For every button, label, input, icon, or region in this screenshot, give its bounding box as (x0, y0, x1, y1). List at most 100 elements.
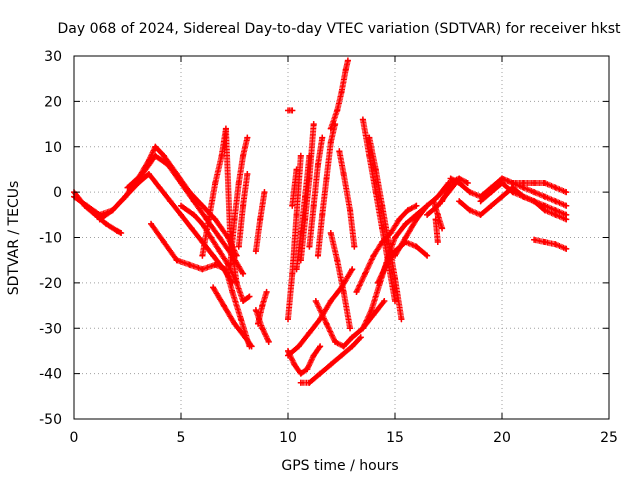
data-point (392, 298, 398, 305)
data-point (152, 143, 159, 150)
series-arc-7 (199, 125, 253, 305)
data-point (392, 234, 398, 241)
series-arc-5 (148, 220, 253, 350)
data-point (357, 334, 364, 341)
data-point (231, 216, 238, 223)
data-point (342, 66, 349, 73)
data-point (374, 279, 381, 286)
data-point (392, 275, 398, 282)
data-point (338, 284, 345, 291)
data-point (327, 125, 334, 132)
data-point (199, 202, 206, 209)
data-point (295, 343, 302, 350)
x-tick-label: 5 (177, 430, 186, 446)
data-point (212, 261, 219, 268)
data-point (312, 298, 319, 305)
data-point (332, 338, 339, 345)
data-point (334, 257, 341, 264)
data-point (124, 184, 131, 191)
series-arc-35 (430, 198, 446, 232)
data-point (456, 180, 463, 187)
data-point (220, 302, 227, 309)
data-point (531, 198, 538, 205)
data-point (265, 338, 272, 345)
data-point (302, 216, 309, 223)
data-point (368, 307, 375, 314)
data-point (109, 207, 116, 214)
data-point (310, 352, 317, 359)
data-point (499, 193, 505, 200)
data-point (353, 288, 360, 295)
data-point (541, 202, 548, 209)
data-point (186, 261, 193, 268)
series-arc-11 (252, 189, 268, 255)
data-point (404, 207, 411, 214)
data-point (366, 152, 373, 159)
data-point (349, 343, 356, 350)
data-layer (71, 57, 570, 386)
x-tick-label: 0 (70, 430, 79, 446)
data-point (563, 245, 570, 252)
data-point (255, 320, 262, 327)
y-tick-label: 0 (53, 185, 62, 201)
data-point (306, 243, 313, 250)
data-point (297, 379, 304, 386)
x-axis-label: GPS time / hours (281, 458, 398, 474)
data-point (499, 175, 505, 182)
data-point (439, 198, 446, 205)
series-arc-40 (477, 180, 570, 218)
series-arc-29 (366, 134, 405, 323)
chart-title: Day 068 of 2024, Sidereal Day-to-day VTE… (58, 21, 621, 37)
data-point (359, 325, 366, 332)
y-tick-label: 10 (44, 140, 62, 156)
data-point (310, 121, 317, 128)
data-point (314, 252, 321, 259)
y-tick-label: 30 (44, 49, 62, 65)
data-point (240, 298, 247, 305)
data-point (317, 343, 324, 350)
data-point (188, 225, 195, 232)
data-point (289, 202, 296, 209)
x-tick-label: 10 (279, 430, 297, 446)
data-point (563, 202, 570, 209)
data-point (199, 220, 206, 227)
data-point (488, 189, 495, 196)
data-point (103, 220, 110, 227)
data-point (340, 170, 347, 177)
data-point (520, 193, 527, 200)
data-point (289, 107, 296, 114)
data-point (541, 180, 548, 187)
data-point (216, 248, 223, 255)
data-point (477, 211, 484, 218)
data-point (257, 216, 264, 223)
data-point (340, 343, 347, 350)
data-point (314, 161, 321, 168)
data-point (366, 134, 373, 141)
series-arc-8 (227, 134, 251, 268)
data-point (347, 325, 354, 332)
data-point (456, 198, 463, 205)
data-point (156, 184, 163, 191)
x-tick-label: 15 (386, 430, 404, 446)
y-tick-label: -20 (39, 276, 62, 292)
series-arc-19 (306, 134, 326, 250)
series-arc-21 (327, 57, 351, 132)
data-point (207, 234, 214, 241)
data-point (381, 298, 388, 305)
data-point (319, 134, 326, 141)
data-point (447, 175, 454, 182)
data-point (306, 379, 313, 386)
x-tick-label: 20 (493, 430, 511, 446)
grid (74, 56, 609, 419)
data-point (344, 57, 351, 64)
data-point (413, 216, 420, 223)
data-point (252, 307, 259, 314)
data-point (304, 366, 311, 373)
data-point (317, 370, 324, 377)
data-point (233, 279, 240, 286)
series-arc-36 (432, 216, 441, 246)
data-point (432, 216, 439, 223)
data-point (327, 229, 334, 236)
data-point (319, 211, 326, 218)
